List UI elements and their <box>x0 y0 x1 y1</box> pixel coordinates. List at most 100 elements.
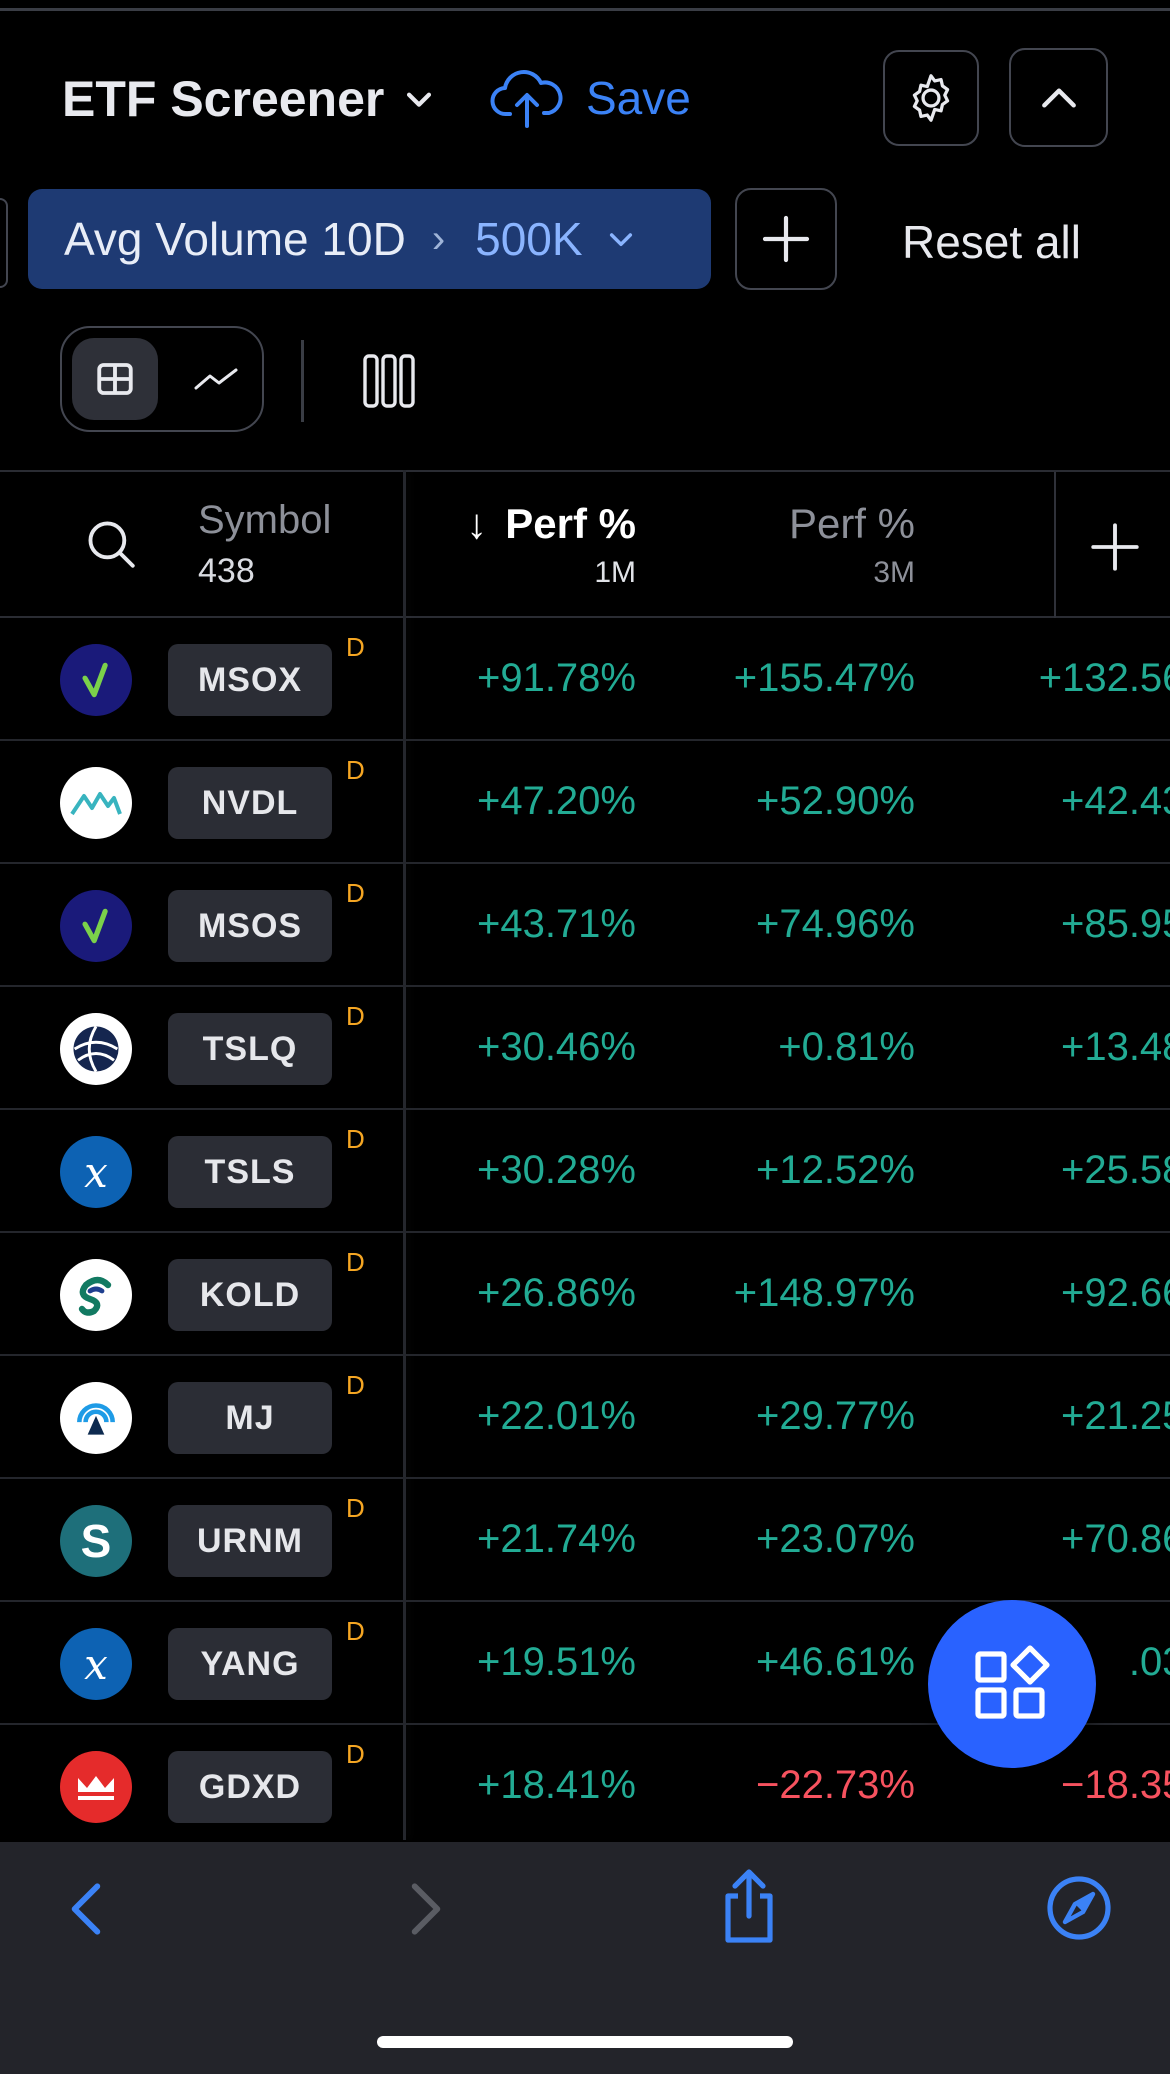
table-row[interactable]: S URNM D +21.74% +23.07% +70.86% <box>0 1479 1170 1602</box>
perf-1m-cell: +30.28% <box>476 1148 636 1192</box>
row-divider <box>0 1600 1170 1602</box>
symbol-ticker[interactable]: MJ <box>168 1382 332 1454</box>
toolbar-divider <box>301 340 304 422</box>
apps-icon <box>975 1645 1050 1719</box>
row-divider <box>0 1231 1170 1233</box>
perf-next-cell: +70.86% <box>1060 1517 1170 1561</box>
symbol-ticker[interactable]: YANG <box>168 1628 332 1700</box>
delayed-badge: D <box>346 1616 365 1646</box>
perf-3m-column-header[interactable]: Perf % <box>788 500 915 547</box>
perf-next-cell: +21.25% <box>1060 1394 1170 1438</box>
perf-1m-cell: +30.46% <box>476 1025 636 1069</box>
perf-3m-cell: +23.07% <box>755 1517 915 1561</box>
symbol-column-divider <box>403 470 406 1840</box>
table-row[interactable]: 𝑥 TSLS D +30.28% +12.52% +25.58% <box>0 1110 1170 1233</box>
perf-next-cell: −18.35% <box>1060 1763 1170 1807</box>
reset-all-button[interactable]: Reset all <box>902 216 1081 268</box>
perf-3m-period: 3M <box>873 556 915 589</box>
table-view-button[interactable] <box>72 338 158 420</box>
perf-next-cell: .03% <box>1128 1640 1170 1684</box>
table-row[interactable]: MSOX D +91.78% +155.47% +132.56% <box>0 618 1170 741</box>
delayed-badge: D <box>346 632 365 662</box>
delayed-badge: D <box>346 1370 365 1400</box>
perf-next-cell: +25.58% <box>1060 1148 1170 1192</box>
columns-button[interactable] <box>362 353 416 414</box>
home-indicator <box>377 2036 793 2048</box>
perf-next-cell: +42.43% <box>1060 779 1170 823</box>
perf-next-cell: +85.95% <box>1060 902 1170 946</box>
delayed-badge: D <box>346 1247 365 1277</box>
perf-3m-cell: +12.52% <box>755 1148 915 1192</box>
settings-button[interactable] <box>883 50 979 146</box>
table-row[interactable]: NVDL D +47.20% +52.90% +42.43% <box>0 741 1170 864</box>
symbol-search-button[interactable] <box>82 515 140 578</box>
view-toggle <box>60 326 264 432</box>
perf-1m-period: 1M <box>594 556 636 589</box>
perf-next-cell: +13.48% <box>1060 1025 1170 1069</box>
browser-forward-button[interactable] <box>400 1878 450 1945</box>
add-column-divider <box>1054 472 1056 618</box>
share-icon <box>725 1869 773 1943</box>
perf-3m-cell: +46.61% <box>755 1640 915 1684</box>
perf-1m-column-header[interactable]: ↓ Perf % <box>448 500 636 548</box>
table-row[interactable]: KOLD D +26.86% +148.97% +92.66% <box>0 1233 1170 1356</box>
symbol-ticker[interactable]: TSLQ <box>168 1013 332 1085</box>
table-header-bottom-border <box>0 616 1170 618</box>
columns-icon <box>363 354 415 408</box>
add-filter-button[interactable] <box>735 188 837 290</box>
swirl-logo <box>60 1259 132 1331</box>
plus-icon <box>1091 523 1139 571</box>
delayed-badge: D <box>346 755 365 785</box>
screener-title-dropdown[interactable]: ETF Screener <box>62 70 436 128</box>
filter-value: 500K <box>475 213 583 265</box>
filter-chip-avg-volume[interactable]: Avg Volume 10D › 500K <box>28 189 711 289</box>
browser-back-button[interactable] <box>62 1878 112 1945</box>
chevron-down-icon <box>407 92 432 107</box>
row-divider <box>0 739 1170 741</box>
perf-3m-cell: +74.96% <box>755 902 915 946</box>
compass-icon <box>1047 1876 1111 1940</box>
collapse-button[interactable] <box>1009 48 1108 147</box>
previous-filter-chip[interactable] <box>0 198 8 288</box>
search-icon <box>88 521 135 568</box>
chevron-down-icon <box>609 233 632 247</box>
symbol-ticker[interactable]: NVDL <box>168 767 332 839</box>
table-header-top-border <box>0 470 1170 472</box>
chart-view-button[interactable] <box>180 338 252 420</box>
table-row[interactable]: MJ D +22.01% +29.77% +21.25% <box>0 1356 1170 1479</box>
symbol-ticker[interactable]: KOLD <box>168 1259 332 1331</box>
perf-3m-cell: −22.73% <box>755 1763 915 1807</box>
table-icon <box>97 363 133 395</box>
row-divider <box>0 985 1170 987</box>
filter-name: Avg Volume 10D <box>64 213 406 265</box>
perf-1m-cell: +47.20% <box>476 779 636 823</box>
symbol-ticker[interactable]: MSOS <box>168 890 332 962</box>
perf-1m-cell: +22.01% <box>476 1394 636 1438</box>
table-row[interactable]: 𝑥 YANG D +19.51% +46.61% .03% <box>0 1602 1170 1725</box>
symbol-ticker[interactable]: GDXD <box>168 1751 332 1823</box>
row-divider <box>0 1354 1170 1356</box>
add-column-button[interactable] <box>1086 518 1144 581</box>
browser-toolbar <box>0 1842 1170 2074</box>
symbol-ticker[interactable]: TSLS <box>168 1136 332 1208</box>
perf-1m-label: Perf % <box>505 500 636 547</box>
browser-compass-button[interactable] <box>1045 1874 1113 1947</box>
row-divider <box>0 1723 1170 1725</box>
delayed-badge: D <box>346 1493 365 1523</box>
save-button[interactable]: Save <box>490 68 691 128</box>
checkmark-logo <box>60 890 132 962</box>
symbol-column-header[interactable]: Symbol <box>198 498 332 542</box>
mountain-logo <box>60 767 132 839</box>
row-divider <box>0 862 1170 864</box>
table-row[interactable]: TSLQ D +30.46% +0.81% +13.48% <box>0 987 1170 1110</box>
symbol-ticker[interactable]: MSOX <box>168 644 332 716</box>
browser-share-button[interactable] <box>716 1866 782 1951</box>
symbol-ticker[interactable]: URNM <box>168 1505 332 1577</box>
checkmark-logo <box>60 644 132 716</box>
table-row[interactable]: MSOS D +43.71% +74.96% +85.95% <box>0 864 1170 987</box>
perf-1m-cell: +43.71% <box>476 902 636 946</box>
apps-fab-button[interactable] <box>928 1600 1096 1768</box>
gear-icon <box>912 74 950 122</box>
delayed-badge: D <box>346 1001 365 1031</box>
perf-1m-cell: +21.74% <box>476 1517 636 1561</box>
